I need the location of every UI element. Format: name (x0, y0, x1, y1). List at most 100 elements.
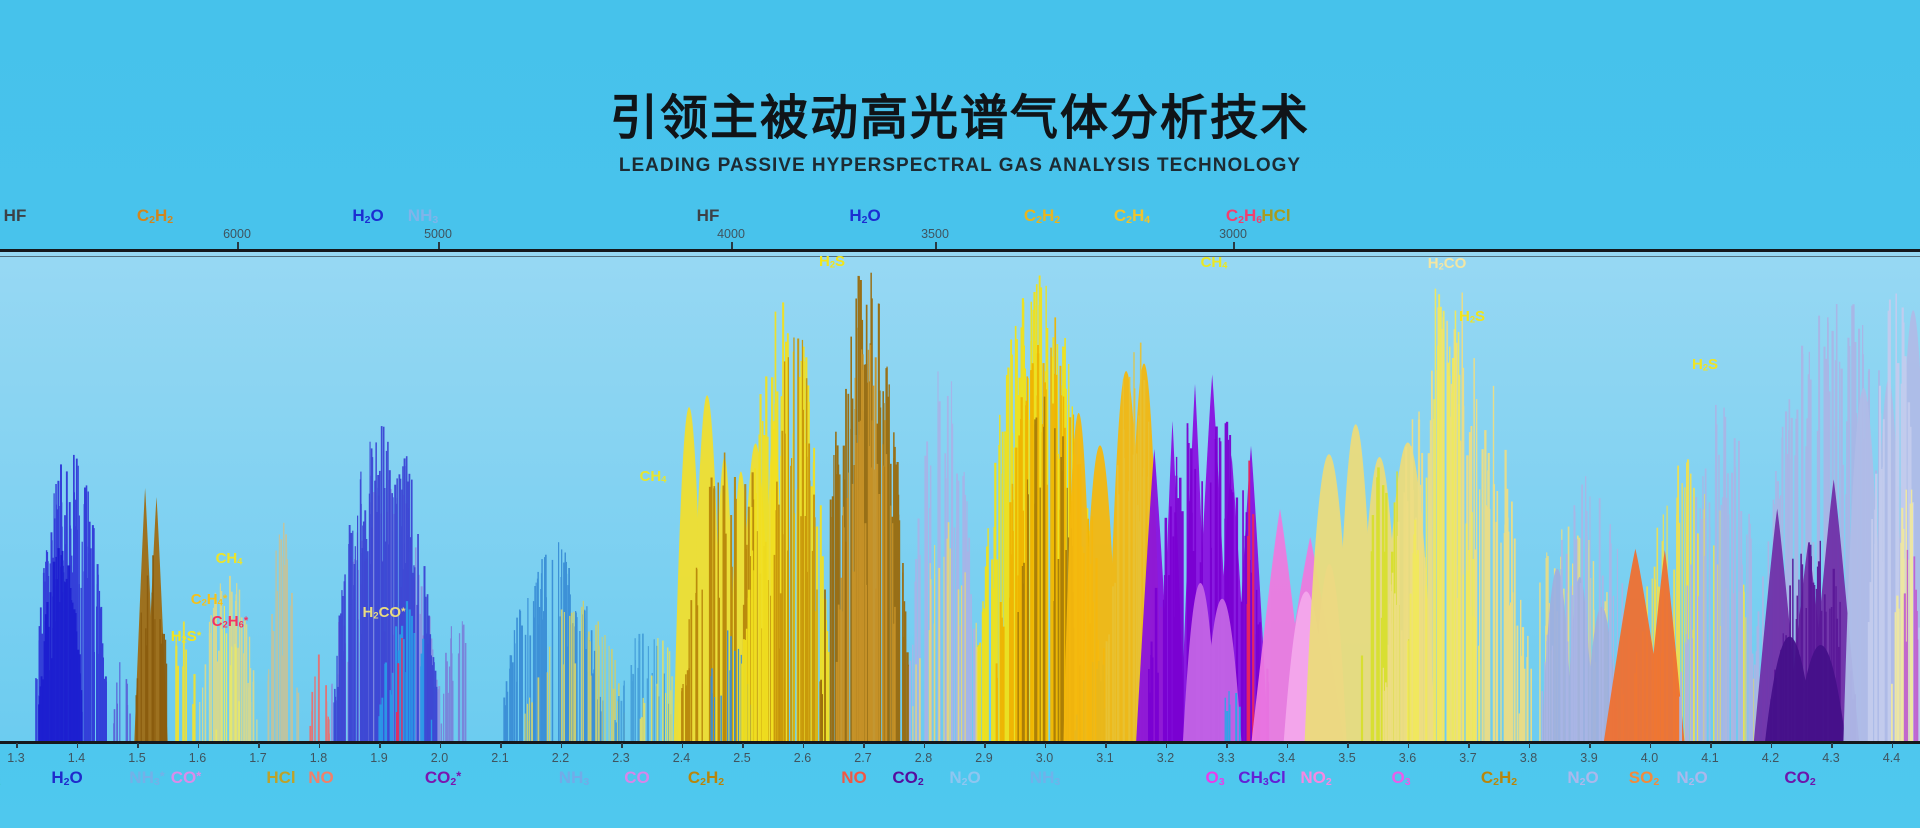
spectral-band-5 (175, 621, 196, 742)
top-axis-line (0, 249, 1920, 252)
bottom-tick-label: 3.4 (1277, 751, 1296, 765)
bottom-tick-label: 4.2 (1761, 751, 1780, 765)
molecule-label-H2O: H2O (352, 205, 384, 226)
bottom-tick-mark (1407, 743, 1409, 748)
bottom-tick-mark (742, 743, 744, 748)
molecule-label-HF: HF (696, 205, 720, 225)
molecule-label-H2CO-star: H2CO* (362, 603, 406, 621)
spectral-band-37 (1224, 691, 1241, 742)
molecule-label-C2H6-star: C2H6* (211, 612, 249, 630)
bottom-tick-mark (258, 743, 260, 748)
molecule-label-O3: O3 (1391, 767, 1411, 788)
bottom-tick-label: 2.2 (551, 751, 570, 765)
molecule-label-NO2: NO2 (1300, 767, 1332, 788)
top-tick-label: 3000 (1219, 227, 1247, 241)
molecule-label-CO2: CO2 (1784, 767, 1816, 788)
molecule-label-CH4: CH4 (1200, 253, 1228, 271)
spectral-band-13 (395, 638, 403, 742)
molecule-label-O3: O3 (1205, 767, 1225, 788)
bottom-tick-label: 3.7 (1459, 751, 1477, 765)
spectral-band-49 (1603, 548, 1685, 742)
bottom-tick-mark (500, 743, 502, 748)
top-tick-mark (1233, 242, 1235, 249)
molecule-label-O2: O2 (0, 769, 1, 787)
bottom-tick-label: 3.6 (1398, 751, 1417, 765)
spectral-band-44 (1407, 288, 1481, 742)
bottom-tick-label: 3.8 (1519, 751, 1538, 765)
bottom-tick-mark (1226, 743, 1228, 748)
bottom-tick-mark (863, 743, 865, 748)
molecule-label-C2H4-star: C2H4* (190, 590, 228, 608)
bottom-tick-label: 2.8 (914, 751, 933, 765)
spectral-band-23 (773, 337, 821, 742)
bottom-tick-label: 2.0 (430, 751, 449, 765)
bottom-tick-mark (621, 743, 623, 748)
bottom-tick-label: 2.9 (975, 751, 993, 765)
bottom-tick-mark (560, 743, 562, 748)
molecule-label-N2O: N2O (1567, 767, 1599, 788)
spectral-band-50 (1679, 404, 1758, 742)
top-tick-label: 4000 (717, 227, 745, 241)
bottom-tick-mark (1710, 743, 1712, 748)
spectral-band-8 (267, 522, 300, 742)
bottom-tick-mark (16, 743, 18, 748)
bottom-tick-label: 3.1 (1096, 751, 1114, 765)
bottom-tick-mark (1770, 743, 1772, 748)
molecule-label-H2S-star: H2S* (170, 627, 202, 645)
bottom-tick-mark (1831, 743, 1833, 748)
spectral-band-38 (1246, 460, 1255, 742)
bottom-tick-mark (681, 743, 683, 748)
bottom-tick-mark (1286, 743, 1288, 748)
molecule-label-CH3Cl: CH3Cl (1238, 767, 1286, 788)
top-tick-mark (935, 242, 937, 249)
top-tick-mark (438, 242, 440, 249)
molecule-label-CO: CO (624, 767, 650, 787)
spectral-band-25 (835, 344, 896, 742)
spectral-band-16 (524, 600, 625, 742)
bottom-tick-mark (802, 743, 804, 748)
molecule-label-CH4: CH4 (215, 549, 243, 567)
spectral-band-1 (38, 548, 83, 742)
page-subtitle: LEADING PASSIVE HYPERSPECTRAL GAS ANALYS… (618, 155, 1302, 176)
molecule-label-C2H4: C2H4 (1113, 205, 1151, 226)
molecule-label-CH4: CH4 (639, 467, 667, 485)
molecule-label-N2O: N2O (1676, 767, 1708, 788)
spectral-band-57 (1891, 489, 1913, 742)
spectral-band-7 (215, 605, 240, 742)
molecule-label-C2H6: C2H6 (1225, 205, 1263, 226)
bottom-tick-mark (439, 743, 441, 748)
molecule-label-HF: HF (3, 205, 27, 225)
bottom-tick-label: 2.7 (854, 751, 872, 765)
molecule-label-C2H2: C2H2 (1023, 205, 1061, 226)
bottom-axis-line (0, 741, 1920, 744)
molecule-label-NH3: NH3 (1029, 767, 1061, 788)
molecule-label-C2H2: C2H2 (1480, 767, 1518, 788)
spectral-band-2 (113, 662, 131, 742)
top-tick-label: 3500 (921, 227, 949, 241)
bottom-tick-label: 1.9 (370, 751, 388, 765)
bottom-tick-mark (1165, 743, 1167, 748)
molecule-label-N2O: N2O (949, 767, 981, 788)
bottom-tick-mark (1468, 743, 1470, 748)
molecule-label-C2H2: C2H2 (136, 205, 174, 226)
top-tick-label: 6000 (223, 227, 251, 241)
bottom-tick-label: 2.4 (672, 751, 691, 765)
bottom-tick-label: 3.3 (1217, 751, 1235, 765)
molecule-label-H2S: H2S (1458, 307, 1486, 325)
bottom-tick-label: 2.5 (733, 751, 751, 765)
bottom-tick-mark (1105, 743, 1107, 748)
bottom-tick-label: 4.0 (1640, 751, 1659, 765)
bottom-tick-label: 2.3 (612, 751, 630, 765)
spectral-band-36 (1182, 583, 1242, 742)
spectral-band-54 (1765, 636, 1846, 742)
molecule-label-H2O: H2O (51, 767, 83, 788)
bottom-tick-mark (197, 743, 199, 748)
bottom-tick-mark (1528, 743, 1530, 748)
molecule-label-HCl: HCl (1261, 205, 1291, 225)
bottom-tick-label: 4.3 (1822, 751, 1840, 765)
molecule-label-CO2: CO2 (892, 767, 924, 788)
spectral-band-58 (1903, 549, 1919, 742)
molecule-label-H2O: H2O (849, 205, 881, 226)
